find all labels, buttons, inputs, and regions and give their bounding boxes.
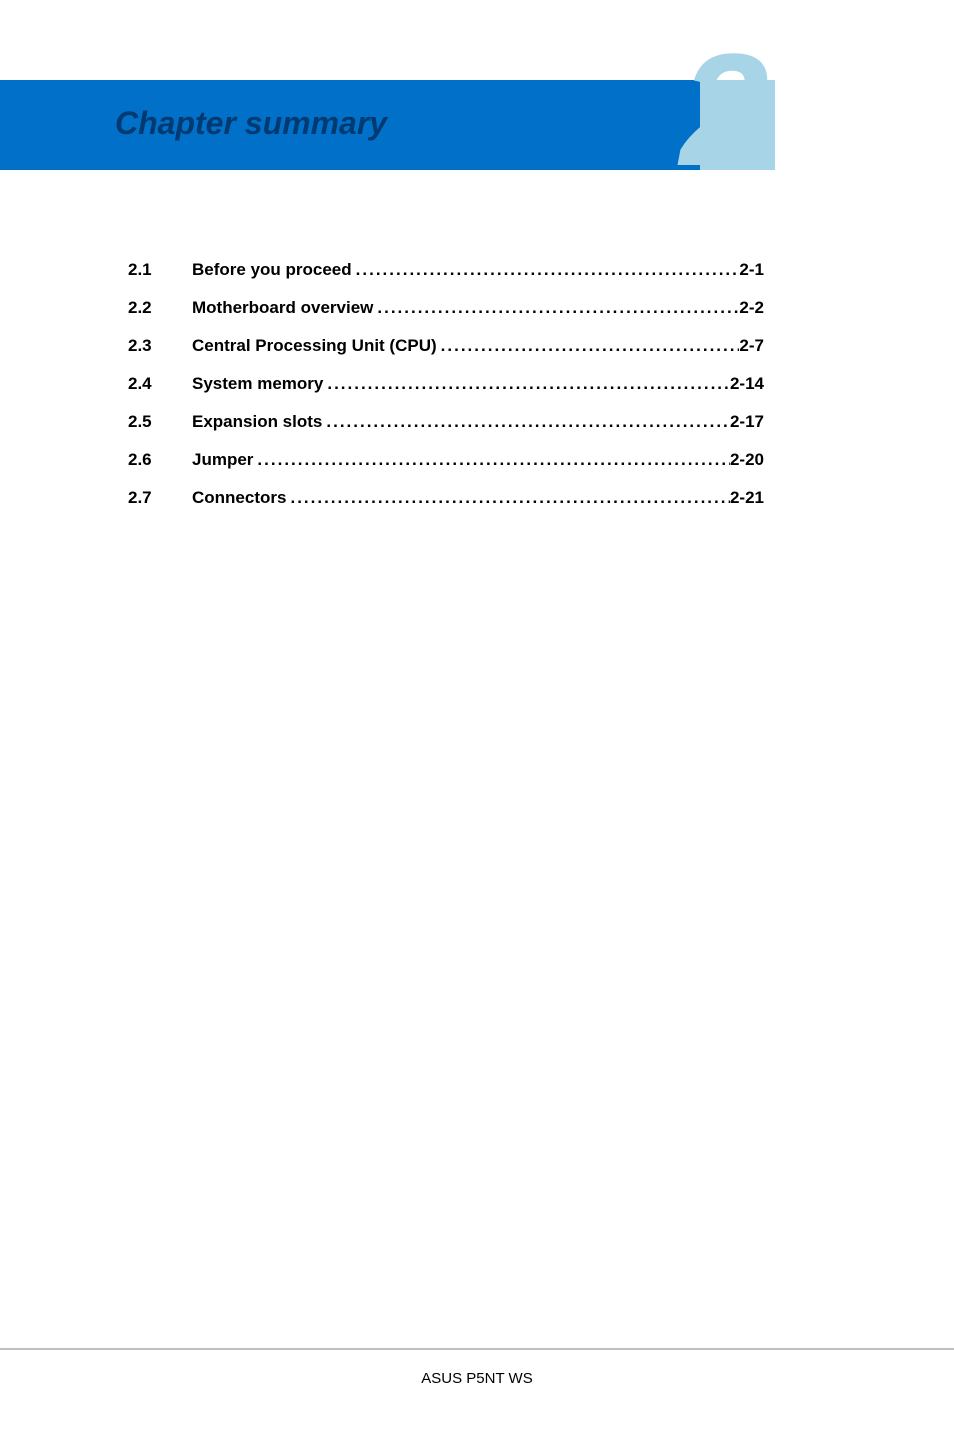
toc-page: 2-7 [739, 336, 764, 356]
toc-page: 2-20 [730, 450, 764, 470]
toc-page: 2-17 [730, 412, 764, 432]
toc-dots [352, 260, 740, 280]
chapter-number: 2 [680, 30, 769, 190]
table-of-contents: 2.1 Before you proceed 2-1 2.2 Motherboa… [128, 260, 764, 526]
toc-num: 2.2 [128, 298, 192, 318]
toc-page: 2-1 [739, 260, 764, 280]
toc-title: System memory [192, 374, 323, 394]
footer-text: ASUS P5NT WS [0, 1370, 954, 1387]
toc-row: 2.4 System memory 2-14 [128, 374, 764, 394]
banner-title: Chapter summary [115, 105, 387, 142]
toc-row: 2.2 Motherboard overview 2-2 [128, 298, 764, 318]
toc-row: 2.5 Expansion slots 2-17 [128, 412, 764, 432]
toc-page: 2-14 [730, 374, 764, 394]
page-footer: ASUS P5NT WS [0, 1348, 954, 1438]
toc-row: 2.7 Connectors 2-21 [128, 488, 764, 508]
toc-num: 2.3 [128, 336, 192, 356]
toc-title: Jumper [192, 450, 253, 470]
toc-dots [253, 450, 730, 470]
toc-dots [286, 488, 730, 508]
toc-num: 2.1 [128, 260, 192, 280]
toc-dots [373, 298, 739, 318]
toc-num: 2.6 [128, 450, 192, 470]
toc-num: 2.5 [128, 412, 192, 432]
toc-num: 2.7 [128, 488, 192, 508]
toc-title: Before you proceed [192, 260, 352, 280]
toc-page: 2-21 [730, 488, 764, 508]
toc-row: 2.1 Before you proceed 2-1 [128, 260, 764, 280]
toc-row: 2.3 Central Processing Unit (CPU) 2-7 [128, 336, 764, 356]
toc-dots [437, 336, 740, 356]
page: Chapter summary 2 2.1 Before you proceed… [0, 0, 954, 1438]
toc-row: 2.6 Jumper 2-20 [128, 450, 764, 470]
toc-dots [322, 412, 730, 432]
toc-title: Expansion slots [192, 412, 322, 432]
toc-page: 2-2 [739, 298, 764, 318]
toc-num: 2.4 [128, 374, 192, 394]
chapter-banner: Chapter summary [0, 80, 775, 170]
toc-title: Central Processing Unit (CPU) [192, 336, 437, 356]
toc-title: Connectors [192, 488, 286, 508]
toc-dots [323, 374, 730, 394]
toc-title: Motherboard overview [192, 298, 373, 318]
